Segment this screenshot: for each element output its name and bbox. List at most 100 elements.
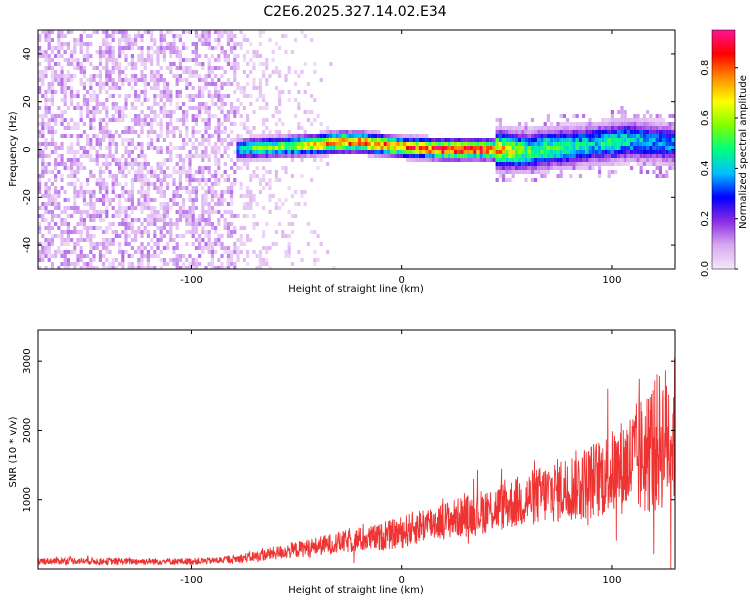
spectrogram-cell [121,110,125,114]
spectrogram-cell [537,166,541,170]
spectrogram-cell [130,162,134,166]
spectrogram-cell [66,226,70,230]
spectrogram-cell [438,150,442,154]
spectrogram-cell [668,122,672,126]
spectrogram-cell [441,146,445,150]
spectrogram-cell [89,146,93,150]
spectrogram-cell [367,142,371,146]
spectrogram-cell [412,146,416,150]
spectrogram-cell [111,66,115,70]
spectrogram-cell [162,258,166,262]
spectrogram-cell [73,242,77,246]
spectrogram-cell [73,202,77,206]
spectrogram-cell [671,114,675,118]
spectrogram-cell [54,130,58,134]
spectrogram-cell [242,94,246,98]
spectrogram-cell [668,162,672,166]
spectrogram-cell [159,66,163,70]
spectrogram-cell [108,242,112,246]
spectrogram-cell [550,166,554,170]
spectrogram-cell [175,94,179,98]
spectrogram-cell [390,134,394,138]
spectrogram-cell [76,222,80,226]
spectrogram-cell [604,126,608,130]
spectrogram-cell [118,74,122,78]
spectrogram-cell [121,218,125,222]
spectrogram-cell [137,34,141,38]
spectrogram-cell [140,146,144,150]
spectrogram-cell [265,62,269,66]
spectrogram-cell [79,110,83,114]
spectrogram-cell [44,106,48,110]
spectrogram-cell [431,146,435,150]
spectrogram-cell [508,154,512,158]
spectrogram-cell [134,94,138,98]
spectrogram-cell [44,110,48,114]
spectrogram-cell [111,142,115,146]
spectrogram-cell [236,110,240,114]
spectrogram-cell [207,242,211,246]
spectrogram-cell [284,154,288,158]
spectrogram-cell [121,206,125,210]
spectrogram-cell [214,46,218,50]
spectrogram-cell [345,130,349,134]
spectrogram-cell [66,134,70,138]
spectrogram-cell [252,82,256,86]
spectrogram-cell [130,194,134,198]
spectrogram-cell [198,106,202,110]
spectrogram-cell [178,218,182,222]
spectrogram-cell [335,150,339,154]
spectrogram-cell [252,62,256,66]
spectrogram-cell [194,130,198,134]
spectrogram-cell [137,46,141,50]
spectrogram-cell [79,78,83,82]
spectrogram-cell [578,166,582,170]
spectrogram-cell [156,70,160,74]
spectrogram-cell [658,150,662,154]
spectrogram-cell [188,262,192,266]
spectrogram-cell [575,162,579,166]
spectrogram-cell [185,174,189,178]
spectrogram-cell [185,190,189,194]
spectrogram-cell [342,146,346,150]
spectrogram-cell [230,258,234,262]
spectrogram-cell [326,134,330,138]
spectrogram-cell [89,98,93,102]
spectrogram-cell [546,134,550,138]
spectrogram-cell [639,138,643,142]
spectrogram-cell [191,98,195,102]
spectrogram-cell [73,42,77,46]
spectrogram-cell [121,46,125,50]
spectrogram-cell [207,30,211,34]
spectrogram-cell [41,50,45,54]
spectrogram-cell [194,118,198,122]
spectrogram-cell [153,86,157,90]
spectrogram-cell [182,198,186,202]
spectrogram-cell [182,118,186,122]
spectrogram-cell [156,174,160,178]
spectrogram-cell [655,118,659,122]
spectrogram-cell [166,222,170,226]
spectrogram-cell [610,138,614,142]
spectrogram-cell [73,126,77,130]
spectrogram-cell [57,214,61,218]
spectrogram-cell [38,250,42,254]
spectrogram-cell [255,154,259,158]
spectrogram-cell [495,150,499,154]
spectrogram-cell [41,234,45,238]
spectrogram-cell [252,222,256,226]
spectrogram-cell [111,70,115,74]
spectrogram-cell [57,246,61,250]
spectrogram-cell [172,126,176,130]
spectrogram-cell [44,122,48,126]
spectrogram-cell [534,142,538,146]
spectrogram-cell [316,142,320,146]
spectrogram-cell [575,166,579,170]
spectrogram-cell [178,130,182,134]
spectrogram-cell [198,170,202,174]
snr-x-tick-label: -100 [180,575,203,586]
spectrogram-cell [166,122,170,126]
spectrogram-cell [406,146,410,150]
spectrogram-cell [89,78,93,82]
spectrogram-cell [60,86,64,90]
